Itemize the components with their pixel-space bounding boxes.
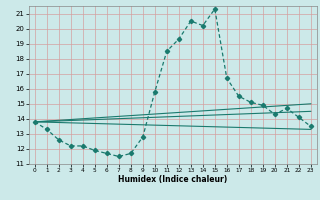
X-axis label: Humidex (Indice chaleur): Humidex (Indice chaleur) [118, 175, 228, 184]
